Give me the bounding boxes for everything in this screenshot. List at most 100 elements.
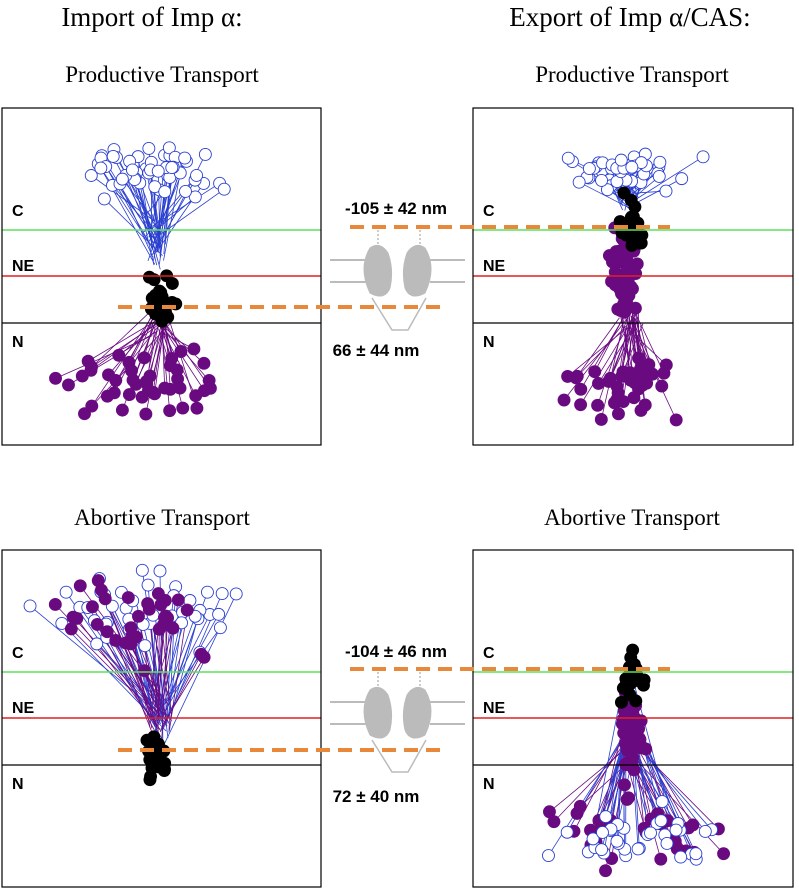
- molecule-dot: [49, 371, 62, 385]
- molecule-dot: [154, 598, 168, 612]
- molecule-dot: [669, 823, 683, 837]
- molecule-dot: [212, 607, 226, 621]
- molecule-dot: [144, 769, 158, 783]
- molecule-dot: [570, 806, 584, 820]
- molecule-dot: [97, 192, 111, 206]
- molecule-dot: [629, 694, 643, 708]
- molecule-dot: [140, 377, 154, 390]
- panel-title: Abortive Transport: [544, 505, 720, 530]
- molecule-dot: [557, 393, 571, 407]
- molecule-dot: [213, 621, 227, 635]
- molecule-dot: [632, 351, 645, 365]
- molecule-dot: [155, 294, 169, 308]
- molecule-dot: [90, 618, 104, 631]
- region-label: NE: [12, 258, 35, 275]
- trajectory-line: [575, 317, 620, 379]
- measurement: -105 ± 42 nm: [345, 199, 447, 218]
- trajectory-line: [144, 670, 158, 715]
- molecule-dot: [139, 407, 153, 421]
- molecule-dot: [109, 373, 123, 387]
- molecule-dot: [174, 345, 188, 358]
- region-label: C: [12, 203, 24, 220]
- molecule-dot: [142, 602, 156, 616]
- molecule-dot: [187, 342, 201, 356]
- molecule-dot: [100, 625, 114, 639]
- molecule-dot: [115, 403, 129, 417]
- molecule-dot: [64, 622, 78, 636]
- trajectory-line: [605, 740, 624, 817]
- molecule-dot: [615, 369, 629, 383]
- molecule-dot: [135, 563, 149, 577]
- trajectory-line: [125, 175, 157, 253]
- molecule-dot: [616, 713, 630, 726]
- molecule-dot: [151, 587, 165, 601]
- molecule-dot: [646, 367, 659, 381]
- region-label: N: [12, 334, 24, 351]
- panel-frame: [1, 549, 322, 888]
- molecule-dot: [59, 585, 73, 599]
- molecule-dot: [620, 254, 634, 268]
- trajectory-line: [578, 181, 636, 212]
- molecule-dot: [675, 172, 689, 186]
- molecule-dot: [655, 379, 669, 393]
- molecule-dot: [142, 141, 156, 155]
- trajectories: [23, 563, 243, 787]
- column-title: Export of Imp α/CAS:: [509, 2, 750, 32]
- molecule-dot: [614, 153, 628, 167]
- trajectory-line: [91, 175, 156, 222]
- molecule-dot: [569, 371, 583, 385]
- trajectory-line: [154, 327, 165, 394]
- molecule-dot: [599, 810, 613, 824]
- molecule-dot: [138, 639, 152, 653]
- panel-frame: [472, 107, 794, 446]
- trajectory-line: [97, 163, 153, 249]
- molecule-dot: [62, 378, 75, 392]
- molecule-dot: [91, 574, 105, 588]
- molecule-dot: [596, 826, 609, 839]
- trajectory-line: [157, 627, 221, 714]
- molecule-dot: [547, 815, 561, 829]
- panel-title: Abortive Transport: [74, 505, 250, 530]
- molecule-dot: [217, 182, 231, 196]
- trajectory-line: [163, 593, 237, 745]
- trajectory-line: [159, 322, 205, 364]
- molecule-dot: [190, 401, 204, 415]
- measurement: 66 ± 44 nm: [333, 341, 420, 360]
- trajectories: [542, 643, 731, 878]
- molecule-dot: [112, 348, 126, 362]
- molecule-dot: [653, 155, 667, 169]
- molecule-dot: [654, 814, 668, 828]
- pore-icon: [329, 229, 466, 331]
- molecule-dot: [572, 175, 586, 189]
- molecule-dot: [122, 355, 136, 369]
- molecule-dot: [178, 151, 192, 165]
- molecule-dot: [170, 363, 184, 377]
- molecule-dot: [200, 585, 214, 599]
- molecule-dot: [625, 160, 639, 174]
- molecule-dot: [599, 864, 612, 878]
- molecule-dot: [574, 398, 588, 412]
- region-label: C: [483, 203, 495, 220]
- molecule-dot: [137, 351, 151, 365]
- molecule-dot: [620, 792, 634, 806]
- molecule-dot: [94, 161, 108, 175]
- molecule-dot: [194, 647, 208, 661]
- region-label: C: [12, 645, 24, 662]
- molecule-dot: [655, 795, 669, 809]
- molecule-dot: [594, 413, 608, 426]
- molecule-dot: [603, 374, 617, 388]
- molecule-dot: [669, 413, 683, 427]
- molecule-dot: [157, 309, 171, 323]
- molecule-dot: [628, 301, 642, 315]
- molecule-dot: [143, 753, 157, 767]
- region-label: C: [483, 645, 495, 662]
- molecule-dot: [611, 386, 625, 400]
- molecule-dot: [188, 190, 202, 204]
- molecule-dot: [588, 365, 602, 379]
- molecule-dot: [600, 183, 614, 197]
- molecule-dot: [574, 382, 588, 396]
- molecule-dot: [85, 399, 99, 413]
- measurement: -104 ± 46 nm: [345, 642, 447, 661]
- molecule-dot: [163, 382, 177, 396]
- molecule-dot: [90, 637, 104, 651]
